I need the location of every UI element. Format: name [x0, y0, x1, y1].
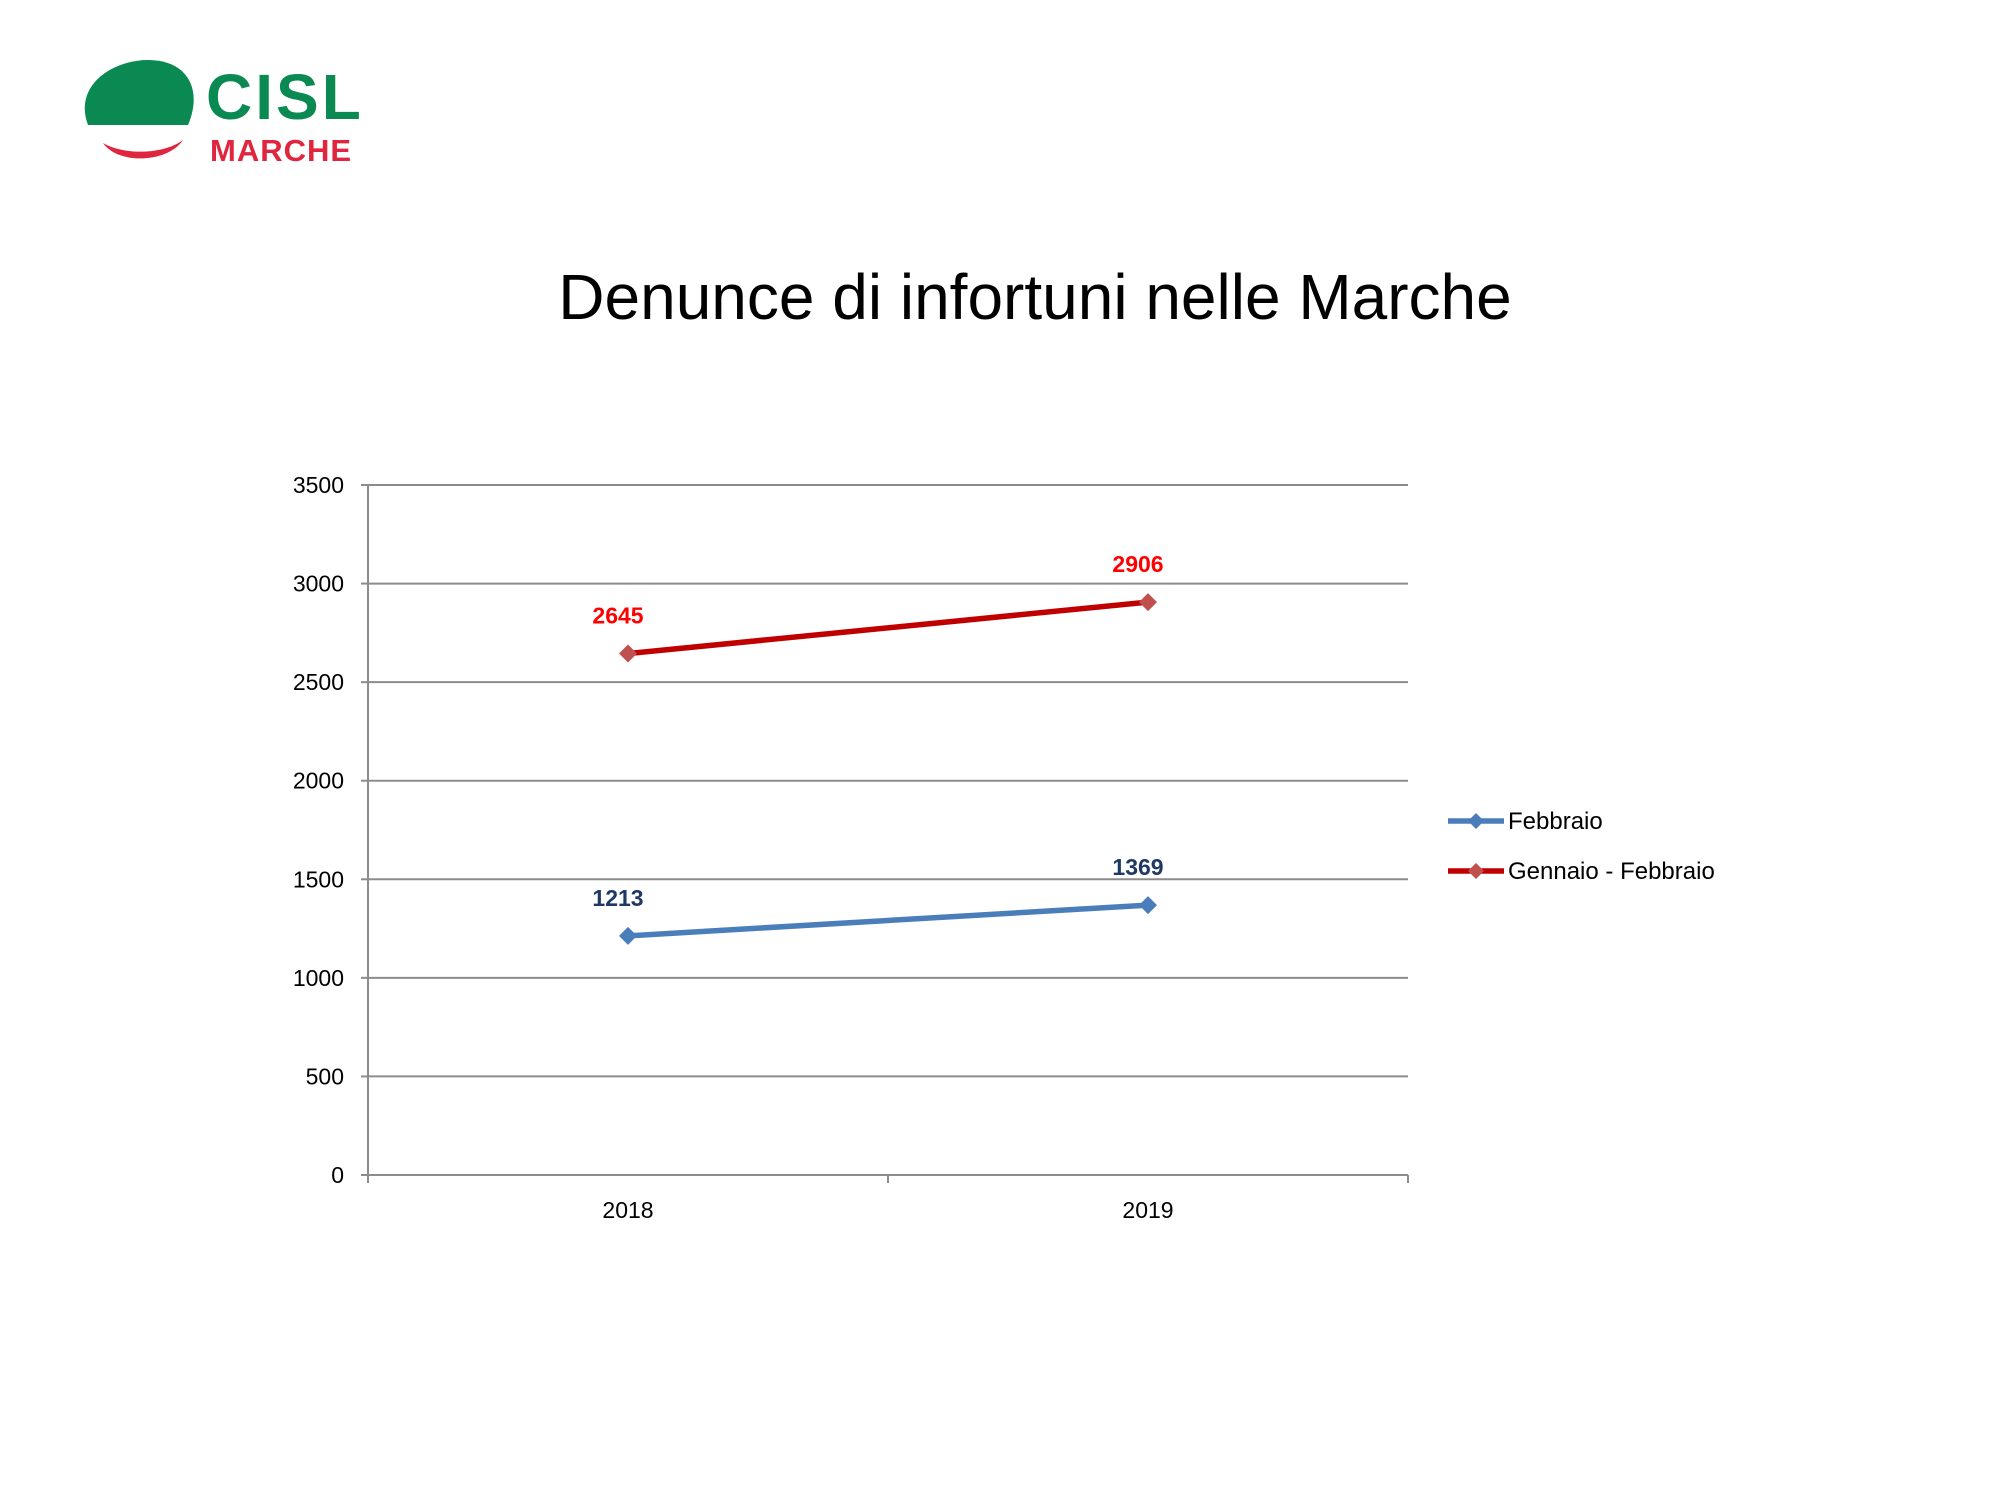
x-tick-label: 2018 — [602, 1197, 653, 1223]
chart-series: 1213 1369 2645 2906 — [592, 551, 1164, 945]
logo-name: CISL — [206, 61, 364, 133]
y-tick-label: 3000 — [293, 571, 344, 597]
y-tick-label: 0 — [331, 1162, 344, 1188]
cisl-marche-logo: CISL MARCHE — [78, 55, 398, 175]
legend-marker — [1468, 813, 1484, 829]
data-point-marker — [1139, 593, 1157, 612]
series-line — [627, 902, 1149, 939]
data-point-marker — [1139, 896, 1157, 915]
y-tick-label: 3500 — [293, 472, 344, 498]
y-tick-label: 2000 — [293, 768, 344, 794]
y-tick-label: 1500 — [293, 866, 344, 892]
data-point-marker — [619, 644, 637, 663]
legend-marker — [1468, 863, 1484, 879]
y-tick-label: 500 — [306, 1063, 344, 1089]
data-label: 1369 — [1112, 854, 1163, 880]
chart-legend: Febbraio Gennaio - Febbraio — [1448, 808, 1715, 885]
legend-label: Febbraio — [1508, 808, 1603, 835]
data-label: 2645 — [592, 603, 643, 629]
y-tick-label: 2500 — [293, 669, 344, 695]
data-label: 1213 — [592, 885, 643, 911]
series-line — [627, 599, 1149, 657]
legend-label: Gennaio - Febbraio — [1508, 858, 1715, 885]
y-axis-ticks: 0 500 1000 1500 2000 2500 3000 3500 — [293, 472, 344, 1188]
y-tick-label: 1000 — [293, 965, 344, 991]
chart-gridlines — [368, 484, 1408, 1078]
logo-emblem-icon — [84, 60, 194, 159]
data-label: 2906 — [1112, 551, 1163, 577]
data-point-marker — [619, 926, 637, 945]
chart-axes — [361, 484, 1409, 1183]
x-axis-ticks: 2018 2019 — [602, 1197, 1173, 1223]
page-title: Denunce di infortuni nelle Marche — [558, 261, 1512, 333]
x-tick-label: 2019 — [1122, 1197, 1173, 1223]
logo-region: MARCHE — [210, 133, 353, 168]
